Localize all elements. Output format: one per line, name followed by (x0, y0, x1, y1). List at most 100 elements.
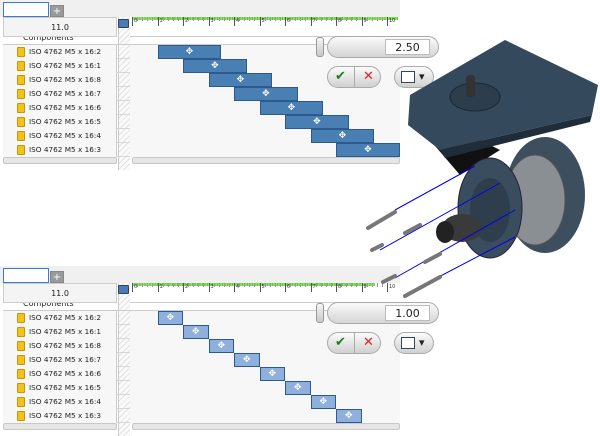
ruler-tick-label: 6 (287, 284, 291, 290)
action-bar[interactable]: ✥ (259, 367, 285, 381)
timeline-track[interactable]: ✥ (130, 409, 400, 423)
component-cell[interactable]: ISO 4762 M5 x 16:7 (3, 87, 117, 101)
action-bar[interactable]: ✥ (310, 129, 375, 143)
group-label: Components (23, 303, 74, 308)
action-bar[interactable]: ✥ (183, 325, 209, 339)
component-cell[interactable]: ISO 4762 M5 x 16:3 (3, 409, 117, 423)
ruler-tick (310, 17, 312, 26)
ruler-minor-tick (376, 283, 378, 287)
tab-name-input[interactable] (3, 2, 49, 17)
component-cell[interactable]: ISO 4762 M5 x 16:5 (3, 381, 117, 395)
component-cell[interactable]: ISO 4762 M5 x 16:8 (3, 73, 117, 87)
action-bar[interactable]: ✥ (285, 115, 349, 129)
table-row[interactable]: ISO 4762 M5 x 16:7 ✥ (3, 353, 400, 367)
timeline-track[interactable]: ✥ (130, 101, 400, 115)
timeline-track[interactable]: ✥ (130, 381, 400, 395)
ok-button[interactable]: ✔ (335, 335, 346, 350)
left-scrollbar[interactable] (3, 423, 117, 430)
options-button[interactable]: ▾ (394, 332, 434, 354)
ruler-minor-tick (172, 283, 174, 287)
table-row[interactable]: ISO 4762 M5 x 16:4 ✥ (3, 395, 400, 409)
duration-slider-thumb[interactable] (316, 37, 324, 57)
component-cell[interactable]: ISO 4762 M5 x 16:4 (3, 129, 117, 143)
ruler-minor-tick (254, 17, 256, 21)
timeline-ruler[interactable]: 0 1 2 3 4 5 6 7 8 9 10 (130, 283, 400, 303)
action-bar[interactable]: ✥ (183, 59, 247, 73)
table-row[interactable]: ISO 4762 M5 x 16:3 ✥ (3, 143, 400, 157)
ruler-minor-tick (167, 17, 169, 21)
options-button[interactable]: ▾ (394, 66, 434, 88)
component-cell[interactable]: ISO 4762 M5 x 16:6 (3, 101, 117, 115)
timeline-track[interactable]: ✥ (130, 395, 400, 409)
ruler-tick-label: 2 (185, 18, 189, 24)
component-cell[interactable]: ISO 4762 M5 x 16:6 (3, 367, 117, 381)
timeline-track[interactable]: ✥ (130, 353, 400, 367)
table-row[interactable]: ISO 4762 M5 x 16:5 ✥ (3, 115, 400, 129)
ruler-tick (157, 17, 159, 26)
component-cell[interactable]: ISO 4762 M5 x 16:7 (3, 353, 117, 367)
components-group[interactable]: Components (3, 37, 400, 45)
timeline-scrollbar[interactable] (132, 157, 400, 164)
left-scrollbar[interactable] (3, 157, 117, 164)
action-bar[interactable]: ✥ (336, 143, 400, 157)
ruler-tick-label: 1 (159, 18, 163, 24)
component-cell[interactable]: ISO 4762 M5 x 16:2 (3, 45, 117, 59)
component-cell[interactable]: ISO 4762 M5 x 16:3 (3, 143, 117, 157)
component-cell[interactable]: ISO 4762 M5 x 16:1 (3, 325, 117, 339)
table-row[interactable]: ISO 4762 M5 x 16:7 ✥ (3, 87, 400, 101)
part-icon (17, 313, 25, 323)
ruler-minor-tick (279, 17, 281, 21)
splitter[interactable] (118, 17, 130, 170)
move-icon: ✥ (217, 341, 226, 351)
action-bar[interactable]: ✥ (310, 395, 336, 409)
ok-button[interactable]: ✔ (335, 69, 346, 84)
table-row[interactable]: ISO 4762 M5 x 16:4 ✥ (3, 129, 400, 143)
timeline-scrollbar[interactable] (132, 423, 400, 430)
cancel-button[interactable]: ✕ (363, 335, 374, 350)
timeline-ruler[interactable]: 0 1 2 3 4 5 6 7 8 9 10 (130, 17, 400, 37)
action-bar[interactable]: ✥ (234, 87, 298, 101)
add-tab-button[interactable]: + (50, 5, 64, 17)
ruler-minor-tick (300, 17, 302, 21)
part-icon (17, 145, 25, 155)
timeline-track[interactable]: ✥ (130, 367, 400, 381)
components-group[interactable]: Components (3, 303, 400, 311)
duration-value-input[interactable]: 1.00 (385, 305, 430, 321)
timeline-track[interactable]: ✥ (130, 87, 400, 101)
timeline-track[interactable]: ✥ (130, 129, 400, 143)
ruler-tick (361, 17, 363, 26)
splitter[interactable] (118, 283, 130, 436)
cancel-button[interactable]: ✕ (363, 69, 374, 84)
timeline-track[interactable]: ✥ (130, 143, 400, 157)
component-cell[interactable]: ISO 4762 M5 x 16:4 (3, 395, 117, 409)
move-icon: ✥ (364, 145, 372, 155)
action-bar[interactable]: ✥ (208, 73, 273, 87)
component-cell[interactable]: ISO 4762 M5 x 16:1 (3, 59, 117, 73)
action-bar[interactable]: ✥ (208, 339, 234, 353)
action-bar[interactable]: ✥ (157, 311, 183, 325)
action-bar[interactable]: ✥ (285, 381, 311, 395)
calendar-icon[interactable] (118, 285, 129, 294)
add-tab-button[interactable]: + (50, 271, 64, 283)
component-cell[interactable]: ISO 4762 M5 x 16:8 (3, 339, 117, 353)
action-bar[interactable]: ✥ (157, 45, 222, 59)
calendar-icon[interactable] (118, 19, 129, 28)
action-bar[interactable]: ✥ (234, 353, 260, 367)
action-bar[interactable]: ✥ (259, 101, 324, 115)
tab-name-input[interactable] (3, 268, 49, 283)
component-cell[interactable]: ISO 4762 M5 x 16:2 (3, 311, 117, 325)
duration-value-input[interactable]: 2.50 (385, 39, 430, 55)
table-row[interactable]: ISO 4762 M5 x 16:6 ✥ (3, 101, 400, 115)
ruler-minor-tick (315, 283, 317, 287)
table-row[interactable]: ISO 4762 M5 x 16:3 ✥ (3, 409, 400, 423)
table-row[interactable]: ISO 4762 M5 x 16:5 ✥ (3, 381, 400, 395)
timeline-track[interactable]: ✥ (130, 115, 400, 129)
component-cell[interactable]: ISO 4762 M5 x 16:5 (3, 115, 117, 129)
duration-slider-thumb[interactable] (316, 303, 324, 323)
table-row[interactable]: ISO 4762 M5 x 16:6 ✥ (3, 367, 400, 381)
action-bar[interactable]: ✥ (336, 409, 362, 423)
sequence-panel-top: + 11.0 0 1 2 3 4 5 6 7 8 9 10 Components… (0, 0, 400, 170)
component-label: ISO 4762 M5 x 16:6 (29, 103, 102, 112)
ruler-minor-tick (325, 17, 327, 21)
ruler-minor-tick (366, 283, 368, 287)
